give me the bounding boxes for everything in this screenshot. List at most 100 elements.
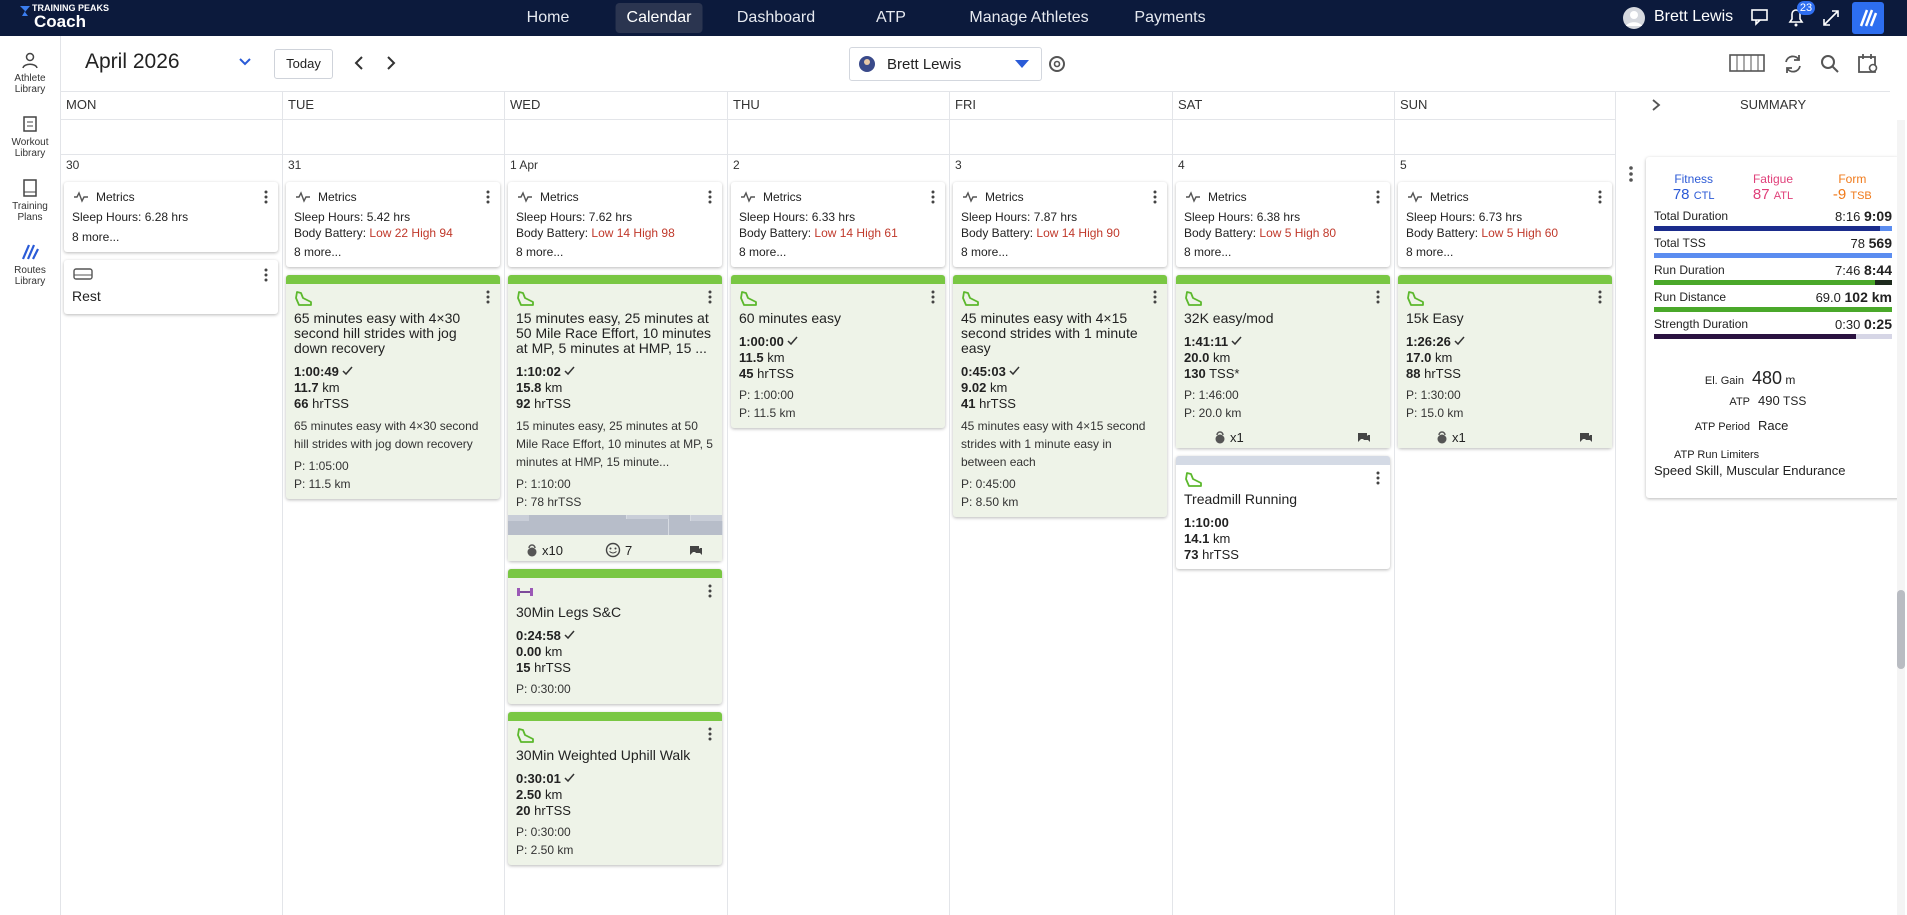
planned: P: 1:10:00 P: 78 hrTSS <box>516 475 714 511</box>
calendar-settings-button[interactable] <box>1856 52 1880 76</box>
workout-title: 32K easy/mod <box>1184 311 1274 326</box>
nav-item[interactable]: Payments <box>1134 9 1206 26</box>
workout-card[interactable]: 30Min Legs S&C 0:24:58 0.00 km 15 hrTSS P: 0… <box>508 569 722 704</box>
expand-icon[interactable] <box>1821 8 1841 28</box>
more-link[interactable]: 8 more... <box>1184 245 1232 259</box>
settings-button[interactable] <box>1045 52 1069 76</box>
day-header: FRI <box>955 97 976 112</box>
planned-value: P: 11.5 km <box>739 406 796 420</box>
prev-button[interactable] <box>352 55 366 71</box>
more-link[interactable]: 8 more... <box>1406 245 1454 259</box>
search-button[interactable] <box>1818 52 1842 76</box>
nav-item[interactable]: ATP <box>876 9 906 26</box>
scrollbar-thumb[interactable] <box>1897 590 1905 669</box>
sidebar-icon <box>23 116 37 132</box>
sidebar-item[interactable]: Athlete Library <box>0 50 60 95</box>
card-title: Metrics <box>540 190 579 204</box>
metrics-card[interactable]: Metrics Sleep Hours: 5.42 hrs Body Battery… <box>286 182 500 267</box>
duration: 1:10:02 <box>516 364 714 380</box>
summary-rows: Total Duration 8:16 9:09 Total TSS 78 569 Ru… <box>1654 207 1892 342</box>
metrics-card[interactable]: Metrics Sleep Hours: 7.87 hrs Body Battery… <box>953 182 1167 267</box>
user-name[interactable]: Brett Lewis <box>1654 8 1734 25</box>
more-link[interactable]: 8 more... <box>739 245 787 259</box>
metric-number: 78 <box>1672 186 1690 203</box>
app-switcher[interactable] <box>1852 2 1884 34</box>
workout-card[interactable]: 15k Easy 1:26:26 17.0 km 88 hrTSS P: 1:30:00… <box>1398 275 1612 448</box>
sleep-hours: Sleep Hours: 6.38 hrs <box>1184 210 1301 224</box>
today-button[interactable]: Today <box>274 49 333 79</box>
tss: 20 hrTSS <box>516 803 714 819</box>
distance: 15.8 km <box>516 380 714 396</box>
workout-card[interactable]: 65 minutes easy with 4×30 second hill st… <box>286 275 500 499</box>
more-link[interactable]: 8 more... <box>72 230 120 244</box>
workout-card[interactable]: 32K easy/mod 1:41:11 20.0 km 130 TSS* P: 1:4… <box>1176 275 1390 448</box>
card-menu <box>1153 290 1157 304</box>
workout-title: 60 minutes easy <box>739 311 841 326</box>
card-menu <box>1376 290 1380 304</box>
body-battery: Body Battery: Low 22 High 94 <box>294 226 492 241</box>
notification-badge: 23 <box>1797 1 1815 15</box>
workout-card[interactable]: 30Min Weighted Uphill Walk 0:30:01 2.50 km… <box>508 712 722 865</box>
sidebar-icon <box>22 52 38 69</box>
bar-fill <box>1654 226 1881 231</box>
tss-value: 88 <box>1406 366 1421 381</box>
nav-item[interactable]: Dashboard <box>736 9 816 26</box>
nav-item[interactable]: Manage Athletes <box>969 9 1089 26</box>
completed-check <box>564 773 575 783</box>
workout-card[interactable]: 15 minutes easy, 25 minutes at 50 Mile R… <box>508 275 723 561</box>
more-link[interactable]: 8 more... <box>294 245 342 259</box>
completed-check <box>1454 336 1465 346</box>
workout-card[interactable]: Treadmill Running 1:10:00 14.1 km 73 hrTSS <box>1176 456 1390 569</box>
workout-card[interactable]: 45 minutes easy with 4×15 second strides… <box>953 275 1167 517</box>
card-title: Metrics <box>96 190 135 204</box>
row-label: Run Duration <box>1654 263 1725 277</box>
planned-value: P: 1:10:00 <box>516 477 571 491</box>
distance-unit: km <box>544 787 563 802</box>
messages-icon[interactable] <box>1750 7 1772 27</box>
planned-total: 8:16 <box>1835 209 1861 224</box>
top-bar: TRAINING PEAKS Coach Home Calendar Dashboa… <box>0 0 1907 36</box>
metric-number: 87 <box>1752 186 1770 203</box>
rest-card[interactable]: Rest <box>64 260 278 314</box>
metrics-card[interactable]: Metrics Sleep Hours: 6.28 hrs 8 more... <box>64 182 278 252</box>
month-dropdown[interactable] <box>238 56 252 68</box>
metric-label: Form <box>1838 172 1867 186</box>
completed-total: 102 km <box>1844 289 1892 305</box>
metrics-card[interactable]: Metrics Sleep Hours: 6.73 hrs Body Battery… <box>1398 182 1612 267</box>
workout-title: 15k Easy <box>1406 311 1464 326</box>
strength-count: x10 <box>542 542 563 558</box>
athlete-selector[interactable]: Brett Lewis <box>849 47 1042 81</box>
month-label[interactable]: April 2026 <box>85 50 180 73</box>
refresh-button[interactable] <box>1781 52 1805 76</box>
day-column: 4 Metrics Sleep Hours: 6.38 hrs Body Batter… <box>1176 154 1390 569</box>
more-link[interactable]: 8 more... <box>516 245 564 259</box>
notifications-icon[interactable] <box>1786 6 1806 28</box>
avatar[interactable] <box>1622 6 1646 30</box>
sidebar-item[interactable]: Routes Library <box>0 242 60 287</box>
more-link[interactable]: 8 more... <box>961 245 1009 259</box>
atp-row: El. Gain 480 m <box>1654 368 1892 393</box>
tss-unit: TSS* <box>1209 366 1240 381</box>
column-divider <box>504 91 505 915</box>
next-button[interactable] <box>384 55 398 71</box>
planned: P: 1:05:00 P: 11.5 km <box>294 457 492 493</box>
sidebar-item[interactable]: Training Plans <box>0 178 60 223</box>
tss-value: 73 <box>1184 547 1199 562</box>
summary-toggle[interactable] <box>1650 98 1662 112</box>
metrics-card[interactable]: Metrics Sleep Hours: 6.33 hrs Body Battery… <box>731 182 945 267</box>
metrics-card[interactable]: Metrics Sleep Hours: 6.38 hrs Body Battery… <box>1176 182 1390 267</box>
sidebar-item[interactable]: Workout Library <box>0 114 60 159</box>
day-date: 5 <box>1400 158 1407 172</box>
card-menu <box>708 190 712 204</box>
summary-panel: Fitness 78 CTL Fatigue 87 ATL Form -9 TSB Tota… <box>1646 157 1900 498</box>
nav-item[interactable]: Calendar <box>615 3 703 33</box>
week-view-button[interactable] <box>1728 52 1766 74</box>
column-divider <box>1394 91 1395 915</box>
nav-item[interactable]: Home <box>526 9 570 26</box>
week-menu[interactable] <box>1626 164 1636 184</box>
sidebar-label: Training Plans <box>12 201 48 223</box>
distance-unit: km <box>544 644 563 659</box>
workout-card[interactable]: 60 minutes easy 1:00:00 11.5 km 45 hrTSS P: … <box>731 275 945 428</box>
metrics-card[interactable]: Metrics Sleep Hours: 7.62 hrs Body Battery… <box>508 182 722 267</box>
row-values: 69.0 102 km <box>1816 289 1892 305</box>
